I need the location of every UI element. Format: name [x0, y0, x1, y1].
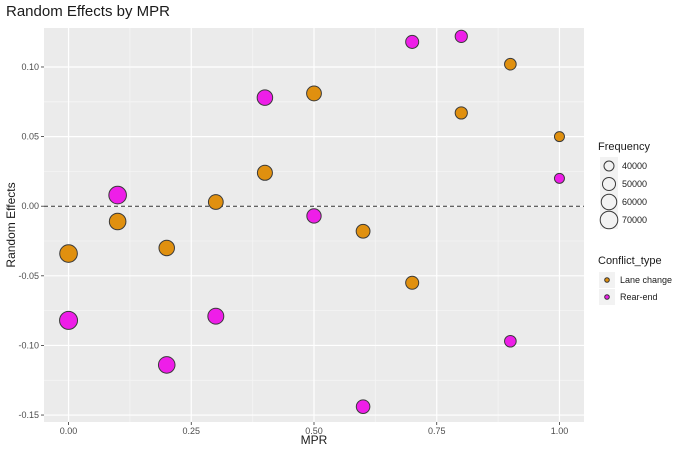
point-rear-end — [256, 89, 274, 106]
y-axis-ticks: -0.15 -0.10 -0.05 0.00 0.05 0.10 — [18, 62, 44, 420]
point-lane-change — [405, 275, 420, 290]
point-lane-change — [59, 244, 78, 263]
y-tick-label: 0.10 — [21, 62, 39, 72]
x-axis-ticks: 0.00 0.25 0.50 0.75 1.00 — [60, 422, 568, 436]
point-lane-change — [553, 131, 565, 143]
color-legend: Conflict_type Lane change Rear-end — [598, 255, 672, 305]
color-legend-title: Conflict_type — [598, 255, 662, 267]
size-legend-label: 40000 — [622, 161, 647, 171]
x-tick-label: 0.75 — [428, 426, 446, 436]
point-rear-end — [306, 208, 322, 224]
point-lane-change — [454, 106, 468, 120]
color-legend-dot — [604, 294, 610, 300]
point-lane-change — [504, 57, 517, 71]
data-points — [59, 29, 565, 414]
size-legend: Frequency 40000 50000 60000 70000 — [598, 141, 650, 230]
x-tick-label: 1.00 — [551, 426, 569, 436]
size-legend-key — [600, 211, 618, 229]
point-rear-end — [157, 356, 176, 374]
x-tick-label: 0.25 — [183, 426, 201, 436]
point-lane-change — [355, 223, 371, 239]
point-lane-change — [158, 239, 175, 257]
size-legend-key — [600, 193, 618, 211]
y-axis-title: Random Effects — [4, 182, 18, 267]
point-rear-end — [504, 334, 517, 348]
size-legend-circle — [600, 193, 618, 211]
point-lane-change — [256, 164, 273, 181]
y-tick-label: 0.00 — [21, 201, 39, 211]
point-rear-end — [454, 29, 468, 43]
size-legend-title: Frequency — [598, 141, 650, 153]
point-rear-end — [355, 399, 371, 414]
point-rear-end — [59, 310, 79, 330]
color-legend-label: Lane change — [620, 275, 672, 285]
point-lane-change — [306, 85, 322, 102]
point-lane-change — [108, 212, 127, 231]
size-legend-key — [600, 157, 618, 175]
x-tick-label: 0.00 — [60, 426, 78, 436]
point-lane-change — [207, 194, 224, 210]
color-legend-label: Rear-end — [620, 292, 658, 302]
size-legend-circle — [601, 176, 617, 192]
point-rear-end — [207, 307, 225, 325]
size-legend-circle — [599, 210, 619, 230]
major-gridlines — [44, 28, 584, 422]
y-tick-label: -0.15 — [18, 410, 39, 420]
y-tick-label: -0.10 — [18, 340, 39, 350]
x-tick-label: 0.50 — [305, 426, 323, 436]
size-legend-label: 50000 — [622, 179, 647, 189]
x-axis-title: MPR — [301, 433, 328, 447]
size-legend-label: 70000 — [622, 215, 647, 225]
color-legend-dot — [604, 277, 610, 283]
point-rear-end — [405, 34, 420, 49]
y-tick-label: -0.05 — [18, 271, 39, 281]
y-tick-label: 0.05 — [21, 132, 39, 142]
chart-title: Random Effects by MPR — [6, 3, 170, 20]
point-rear-end — [553, 172, 565, 184]
size-legend-circle — [603, 160, 615, 172]
point-rear-end — [108, 185, 127, 205]
size-legend-label: 60000 — [622, 197, 647, 207]
